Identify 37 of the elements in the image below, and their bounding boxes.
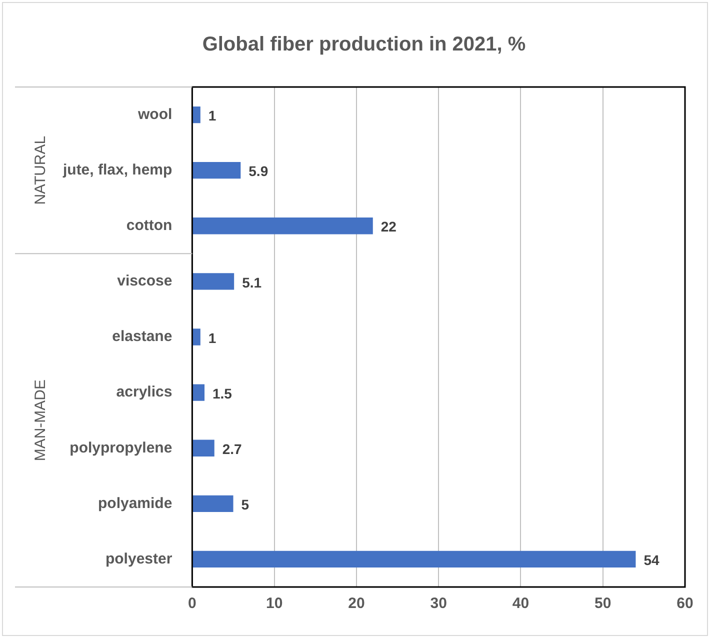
bar — [192, 328, 200, 346]
text: MAN-MADE — [32, 379, 50, 462]
x-tick-label: 40 — [512, 595, 530, 612]
data-label: 54 — [644, 552, 660, 568]
y-tick-label: acrylics — [116, 384, 172, 401]
data-label: 1 — [208, 330, 216, 346]
text: NATURAL — [32, 136, 50, 205]
data-label: 1 — [208, 108, 216, 124]
data-label: 1.5 — [212, 385, 232, 402]
y-tick-label: wool — [137, 106, 172, 123]
chart-title: Global fiber production in 2021, % — [202, 34, 526, 56]
x-tick-label: 10 — [266, 595, 283, 612]
data-label: 5.9 — [248, 163, 268, 180]
bar — [192, 273, 234, 290]
x-tick-label: 0 — [188, 595, 196, 612]
y-tick-label: jute, flax, hemp — [62, 161, 172, 178]
y-tick-label: elastane — [112, 328, 172, 346]
y-tick-label: polyester — [105, 550, 172, 568]
bar — [192, 440, 214, 456]
bar — [192, 106, 200, 124]
bar — [192, 550, 636, 568]
bar — [192, 218, 373, 234]
y-tick-label: viscose — [117, 272, 172, 290]
data-label: 5.1 — [242, 274, 262, 290]
bar — [192, 162, 241, 179]
data-label: 22 — [380, 218, 397, 235]
data-label: 2.7 — [222, 440, 242, 457]
bar — [192, 384, 205, 401]
x-tick-label: 20 — [348, 595, 365, 612]
x-tick-label: 50 — [594, 595, 612, 612]
data-label: 5 — [241, 496, 250, 513]
x-tick-label: 60 — [676, 595, 694, 612]
x-tick-label: 30 — [430, 595, 447, 612]
bar — [192, 495, 234, 512]
y-tick-label: polypropylene — [70, 439, 172, 456]
y-tick-label: cotton — [126, 217, 172, 234]
y-tick-label: polyamide — [98, 494, 172, 512]
